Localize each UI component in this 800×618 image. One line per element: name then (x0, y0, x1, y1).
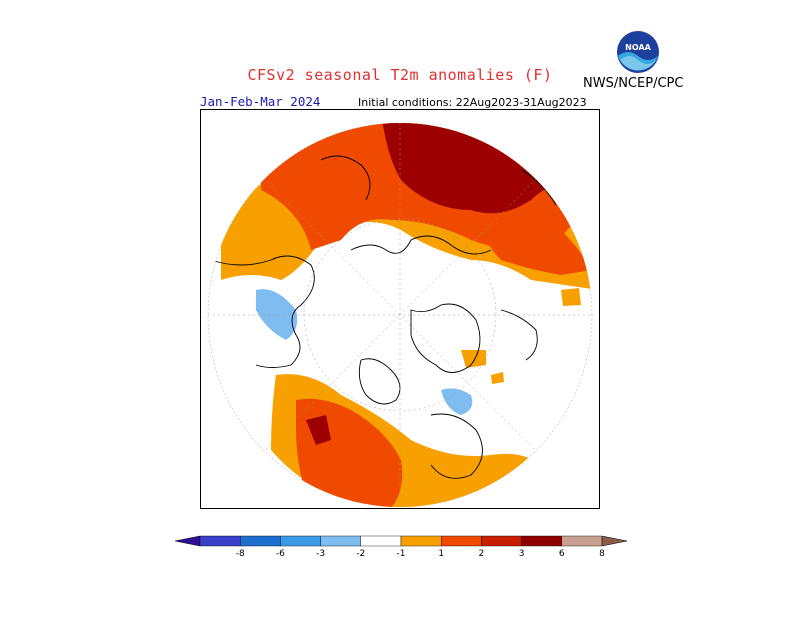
colorbar-tick-label: 3 (519, 549, 525, 559)
colorbar-box (400, 535, 442, 547)
colorbar-tick-label: -2 (356, 549, 365, 559)
anomaly-region-blob-1 (561, 288, 581, 306)
polar-map (207, 122, 593, 508)
colorbar-box (521, 535, 563, 547)
colorbar-arrow-low (174, 535, 201, 547)
colorbar-tick-label: 6 (559, 549, 565, 559)
colorbar-svg: -8 -6 -3 -2 -1 1 2 3 6 8 (174, 535, 628, 559)
colorbar-box (441, 535, 482, 547)
anomaly-region-europe-red (481, 223, 591, 275)
anomaly-region-greenland-blue (441, 388, 473, 415)
colorbar-tick-label: -8 (236, 549, 245, 559)
colorbar-box (360, 535, 402, 547)
colorbar-tick-label: 2 (479, 549, 485, 559)
colorbar-box (280, 535, 321, 547)
anomaly-region-greenland-orange (461, 350, 486, 368)
graticule (208, 123, 592, 507)
anomaly-region-alaska-blue (256, 289, 298, 340)
map-title: CFSv2 seasonal T2m anomalies (F) (247, 66, 553, 84)
coastlines (210, 155, 557, 479)
colorbar: -8 -6 -3 -2 -1 1 2 3 6 8 (174, 532, 628, 566)
colorbar-box (320, 535, 362, 547)
anomaly-region-na-dark (306, 415, 331, 445)
colorbar-tick-label: 8 (599, 549, 605, 559)
colorbar-tick-label: 1 (438, 549, 444, 559)
polar-map-frame (200, 109, 600, 509)
colorbar-tick-label: -1 (397, 549, 406, 559)
anomaly-region-blob-2 (491, 372, 504, 384)
initial-conditions: Initial conditions: 22Aug2023-31Aug2023 (358, 96, 587, 109)
colorbar-arrow-high (601, 535, 628, 547)
noaa-logo-text: NOAA (625, 43, 651, 52)
forecast-period: Jan-Feb-Mar 2024 (200, 94, 321, 109)
noaa-logo-icon: NOAA (616, 30, 660, 74)
colorbar-tick-label: -6 (276, 549, 285, 559)
colorbar-box (561, 535, 603, 547)
colorbar-box (199, 535, 241, 547)
colorbar-tick-label: -3 (316, 549, 325, 559)
agency-label: NWS/NCEP/CPC (583, 76, 684, 91)
colorbar-box (239, 535, 281, 547)
colorbar-box (481, 535, 522, 547)
